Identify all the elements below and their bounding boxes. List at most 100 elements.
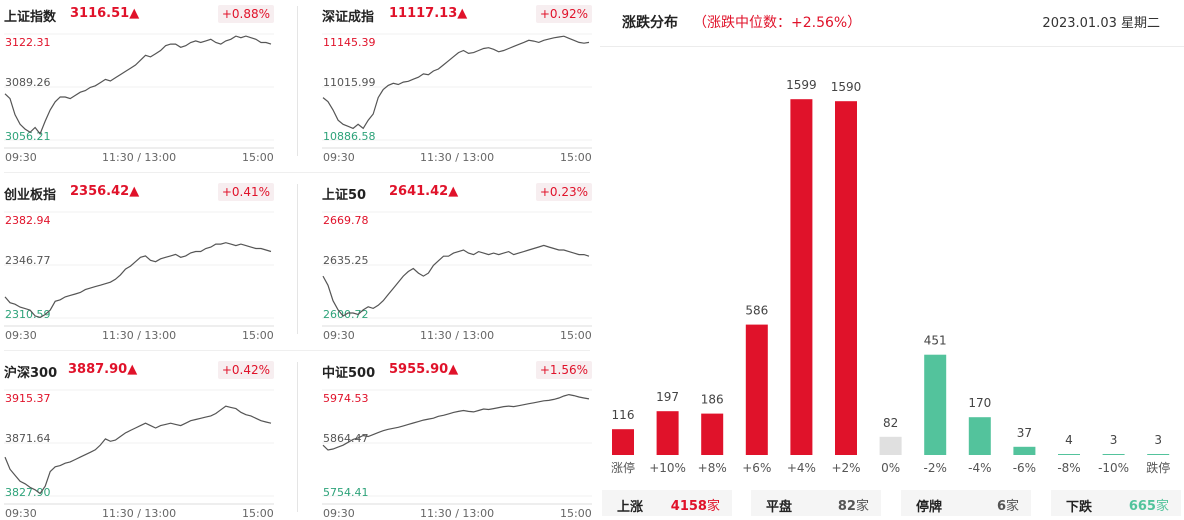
distribution-median: （涨跌中位数：+2.56%） <box>693 15 862 31</box>
index-card-csi300[interactable]: 沪深300 3887.90▲ +0.42% 3915.37 3871.64 38… <box>4 356 274 520</box>
bar--6%[interactable] <box>1013 446 1036 455</box>
y-mid-label: 2635.25 <box>323 254 369 267</box>
index-card-chinext[interactable]: 创业板指 2356.42▲ +0.41% 2382.94 2346.77 231… <box>4 178 274 350</box>
bar-category-label: +8% <box>698 461 727 475</box>
index-price: 2641.42▲ <box>389 184 459 199</box>
y-mid-label: 5864.47 <box>323 432 369 445</box>
y-low-label: 3827.90 <box>5 486 51 499</box>
x-end-label: 15:00 <box>242 151 274 164</box>
index-change-badge: +0.42% <box>217 361 274 379</box>
index-sparkline-chart: 2669.78 2635.25 2600.72 09:30 11:30 / 13… <box>322 211 592 342</box>
x-mid-label: 11:30 / 13:00 <box>102 329 176 342</box>
bar-category-label: +2% <box>831 461 860 475</box>
y-low-label: 10886.58 <box>323 130 376 143</box>
index-sparkline-chart: 5974.53 5864.47 5754.41 09:30 11:30 / 13… <box>322 389 592 520</box>
summary-suspended: 停牌 6家 <box>901 490 1031 516</box>
distribution-panel: 涨跌分布 （涨跌中位数：+2.56%） 2023.01.03 星期二 116 涨停… <box>600 0 1184 520</box>
x-mid-label: 11:30 / 13:00 <box>420 329 494 342</box>
index-card-szse[interactable]: 深证成指 11117.13▲ +0.92% 11145.39 11015.99 … <box>322 0 592 172</box>
summary-value: 665家 <box>1128 499 1169 514</box>
index-name: 创业板指 <box>4 188 57 203</box>
index-change-badge: +0.41% <box>217 183 274 201</box>
x-start-label: 09:30 <box>323 507 355 520</box>
price-line <box>322 244 590 317</box>
summary-up: 上涨 4158家 <box>602 490 732 516</box>
y-low-label: 3056.21 <box>5 130 51 143</box>
index-card-csi500[interactable]: 中证500 5955.90▲ +1.56% 5974.53 5864.47 57… <box>322 356 592 520</box>
index-price: 11117.13▲ <box>389 6 468 21</box>
price-line <box>322 35 590 130</box>
row-divider <box>4 350 590 351</box>
bar--2%[interactable] <box>924 354 947 455</box>
x-start-label: 09:30 <box>5 329 37 342</box>
x-start-label: 09:30 <box>5 507 37 520</box>
bar--10%[interactable] <box>1102 454 1125 455</box>
bar--8%[interactable] <box>1058 454 1080 455</box>
index-change-badge: +0.88% <box>217 5 274 23</box>
bar--4%[interactable] <box>968 417 991 455</box>
x-end-label: 15:00 <box>560 507 592 520</box>
bar-category-label: -4% <box>968 461 991 475</box>
index-header: 深证成指 11117.13▲ +0.92% <box>322 0 592 25</box>
summary-value: 82家 <box>837 499 869 514</box>
index-price: 5955.90▲ <box>389 362 459 377</box>
bar-category-label: -10% <box>1098 461 1129 475</box>
x-start-label: 09:30 <box>323 151 355 164</box>
price-line <box>4 35 272 136</box>
price-line <box>4 242 272 319</box>
distribution-date: 2023.01.03 星期二 <box>1042 16 1160 31</box>
bar-+6%[interactable] <box>745 324 768 455</box>
column-divider <box>297 362 298 512</box>
index-sparkline-chart: 11145.39 11015.99 10886.58 09:30 11:30 /… <box>322 33 592 164</box>
bar-value-label: 1590 <box>831 80 862 94</box>
y-high-label: 2669.78 <box>323 214 369 227</box>
y-high-label: 2382.94 <box>5 214 51 227</box>
bar-category-label: -2% <box>924 461 947 475</box>
y-high-label: 3915.37 <box>5 392 51 405</box>
bar-category-label: 0% <box>881 461 900 475</box>
x-start-label: 09:30 <box>323 329 355 342</box>
bar-category-label: -8% <box>1057 461 1080 475</box>
y-mid-label: 3089.26 <box>5 76 51 89</box>
price-line <box>4 405 272 495</box>
x-mid-label: 11:30 / 13:00 <box>420 151 494 164</box>
bar-value-label: 3 <box>1154 433 1162 447</box>
bar-跌停[interactable] <box>1147 454 1170 455</box>
index-sparkline-chart: 3915.37 3871.64 3827.90 09:30 11:30 / 13… <box>4 389 274 520</box>
bar-value-label: 1599 <box>786 78 817 92</box>
bar-category-label: 跌停 <box>1146 460 1170 475</box>
bar-+8%[interactable] <box>701 413 724 455</box>
x-start-label: 09:30 <box>5 151 37 164</box>
row-divider <box>4 172 590 173</box>
x-end-label: 15:00 <box>560 151 592 164</box>
index-card-sse50[interactable]: 上证50 2641.42▲ +0.23% 2669.78 2635.25 260… <box>322 178 592 350</box>
bar-value-label: 82 <box>883 416 898 430</box>
x-mid-label: 11:30 / 13:00 <box>102 151 176 164</box>
bar-value-label: 3 <box>1110 433 1118 447</box>
column-divider <box>297 184 298 334</box>
index-name: 沪深300 <box>4 366 58 381</box>
bar-value-label: 37 <box>1017 426 1032 440</box>
summary-value: 6家 <box>996 499 1019 514</box>
bar-value-label: 586 <box>745 304 768 318</box>
index-name: 上证指数 <box>4 10 57 25</box>
bar-+2%[interactable] <box>835 101 857 455</box>
bar-+4%[interactable] <box>790 99 813 455</box>
index-price: 2356.42▲ <box>70 184 140 199</box>
bar-涨停[interactable] <box>612 429 634 455</box>
y-low-label: 2310.59 <box>5 308 51 321</box>
x-end-label: 15:00 <box>242 329 274 342</box>
bar-value-label: 186 <box>701 393 724 407</box>
bar-value-label: 170 <box>968 396 991 410</box>
index-change-badge: +0.92% <box>535 5 592 23</box>
bar-+10%[interactable] <box>656 411 679 455</box>
y-mid-label: 3871.64 <box>5 432 51 445</box>
header-divider <box>600 46 1184 47</box>
bar-category-label: +6% <box>742 461 771 475</box>
index-card-sse[interactable]: 上证指数 3116.51▲ +0.88% 3122.31 3089.26 305… <box>4 0 274 172</box>
bar-0%[interactable] <box>879 436 902 455</box>
y-high-label: 11145.39 <box>323 36 376 49</box>
index-change-badge: +1.56% <box>535 361 592 379</box>
summary-label: 上涨 <box>617 500 644 515</box>
price-line <box>322 393 590 451</box>
